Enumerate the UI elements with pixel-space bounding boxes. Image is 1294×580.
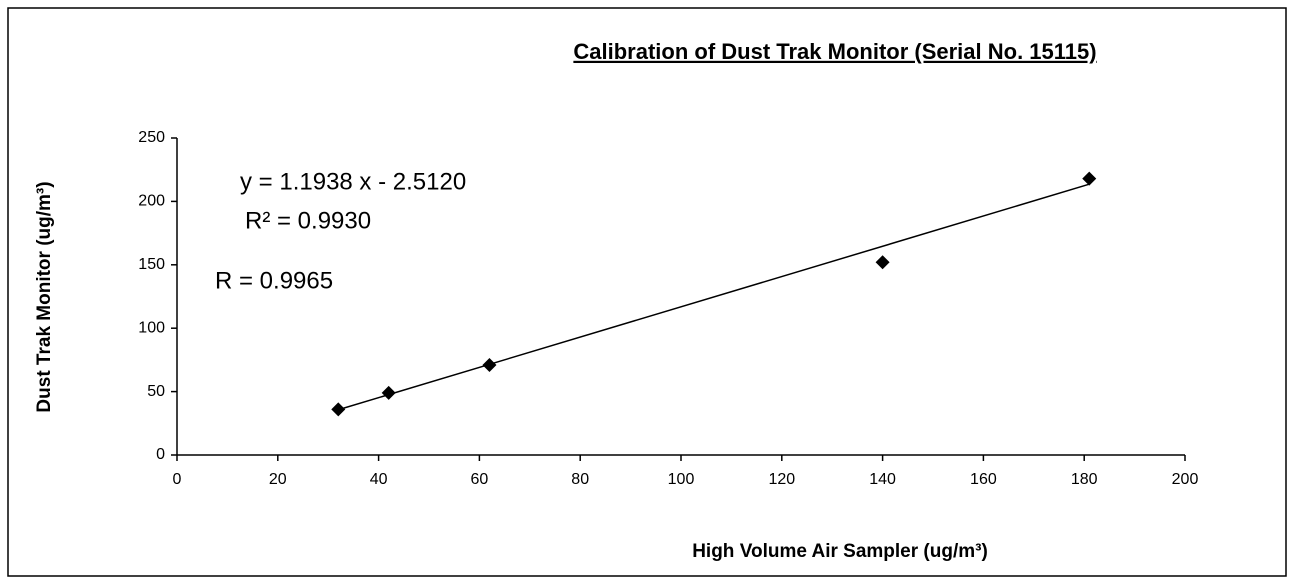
x-tick-label: 40	[370, 471, 388, 488]
x-tick-label: 100	[668, 471, 695, 488]
frame	[7, 7, 1287, 577]
x-tick-label: 0	[173, 471, 182, 488]
point	[482, 357, 497, 372]
r-squared: R² = 0.9930	[245, 207, 371, 234]
x-tick-label: 200	[1172, 471, 1199, 488]
y-tick-label: 100	[138, 319, 165, 336]
y-axis-label: Dust Trak Monitor (ug/m³)	[34, 181, 55, 412]
x-tick-label: 80	[571, 471, 589, 488]
y-tick-label: 250	[138, 129, 165, 146]
point	[875, 255, 890, 270]
x-tick-label: 160	[970, 471, 997, 488]
y-tick-label: 50	[147, 383, 165, 400]
equation: y = 1.1938 x - 2.5120	[240, 168, 466, 195]
x-tick-label: 60	[471, 471, 489, 488]
x-tick-label: 180	[1071, 471, 1098, 488]
point	[1082, 171, 1097, 186]
y-tick-label: 150	[138, 256, 165, 273]
chart-title: Calibration of Dust Trak Monitor (Serial…	[573, 39, 1096, 64]
r-value: R = 0.9965	[215, 267, 333, 294]
point	[331, 402, 346, 417]
point	[381, 385, 396, 400]
x-tick-label: 140	[869, 471, 896, 488]
trendline	[338, 183, 1090, 411]
x-tick-label: 120	[768, 471, 795, 488]
x-tick-label: 20	[269, 471, 287, 488]
x-axis-label: High Volume Air Sampler (ug/m³)	[692, 541, 988, 562]
y-tick-label: 200	[138, 193, 165, 210]
y-tick-label: 0	[156, 446, 165, 463]
